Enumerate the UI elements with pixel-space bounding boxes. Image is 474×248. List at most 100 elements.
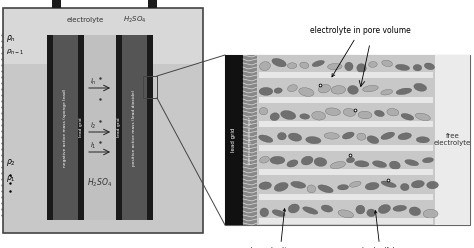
Bar xyxy=(53,35,78,220)
Ellipse shape xyxy=(260,208,269,217)
Ellipse shape xyxy=(396,88,412,95)
Ellipse shape xyxy=(349,181,361,187)
Ellipse shape xyxy=(312,61,324,67)
Ellipse shape xyxy=(287,160,298,167)
Ellipse shape xyxy=(300,114,310,119)
Ellipse shape xyxy=(274,183,288,191)
Text: dense compaction layer: dense compaction layer xyxy=(248,117,252,164)
Ellipse shape xyxy=(259,135,273,142)
Ellipse shape xyxy=(413,64,422,71)
Ellipse shape xyxy=(355,161,369,167)
Ellipse shape xyxy=(270,156,285,164)
Ellipse shape xyxy=(312,111,326,120)
Ellipse shape xyxy=(423,209,438,218)
Ellipse shape xyxy=(401,114,414,120)
Text: positive active mass (lead dioxide): positive active mass (lead dioxide) xyxy=(133,89,137,166)
Ellipse shape xyxy=(381,90,392,95)
Bar xyxy=(259,218,433,224)
Ellipse shape xyxy=(393,205,407,211)
Ellipse shape xyxy=(401,184,409,191)
Bar xyxy=(84,35,116,220)
Ellipse shape xyxy=(301,156,313,165)
Ellipse shape xyxy=(272,58,286,67)
Ellipse shape xyxy=(427,181,438,189)
Text: $i_n$: $i_n$ xyxy=(90,77,97,87)
Ellipse shape xyxy=(347,86,358,94)
Ellipse shape xyxy=(342,132,354,139)
Text: electrolyte: electrolyte xyxy=(66,17,104,23)
Ellipse shape xyxy=(367,136,379,144)
Text: lead grid: lead grid xyxy=(117,118,121,137)
Bar xyxy=(47,35,53,220)
Ellipse shape xyxy=(422,157,434,163)
Ellipse shape xyxy=(356,205,365,214)
Ellipse shape xyxy=(299,88,314,96)
Ellipse shape xyxy=(319,84,330,93)
Bar xyxy=(259,96,433,102)
Ellipse shape xyxy=(414,83,427,91)
Ellipse shape xyxy=(374,110,384,117)
Ellipse shape xyxy=(381,132,395,140)
Bar xyxy=(259,169,433,175)
Ellipse shape xyxy=(330,161,346,169)
Ellipse shape xyxy=(260,62,270,71)
Ellipse shape xyxy=(303,207,318,214)
Ellipse shape xyxy=(272,210,285,217)
Ellipse shape xyxy=(321,205,333,212)
Ellipse shape xyxy=(274,88,282,93)
Text: $\rho_2$: $\rho_2$ xyxy=(6,157,16,168)
Text: $i_2$: $i_2$ xyxy=(90,121,97,131)
Text: lead sulfate: lead sulfate xyxy=(362,211,399,248)
Ellipse shape xyxy=(415,113,430,121)
Ellipse shape xyxy=(287,63,297,68)
Ellipse shape xyxy=(270,113,279,121)
Ellipse shape xyxy=(325,108,340,116)
Ellipse shape xyxy=(288,85,297,92)
Ellipse shape xyxy=(277,132,286,140)
Bar xyxy=(259,145,433,151)
Ellipse shape xyxy=(357,133,366,140)
Bar xyxy=(143,76,157,98)
Ellipse shape xyxy=(346,157,355,163)
Ellipse shape xyxy=(328,63,342,70)
Ellipse shape xyxy=(343,108,356,116)
Ellipse shape xyxy=(378,205,391,214)
Ellipse shape xyxy=(288,204,300,213)
Text: electrolyte in pore volume: electrolyte in pore volume xyxy=(310,26,410,77)
Ellipse shape xyxy=(381,181,396,187)
Ellipse shape xyxy=(314,157,327,166)
Ellipse shape xyxy=(337,185,348,190)
Ellipse shape xyxy=(411,181,424,188)
Ellipse shape xyxy=(318,185,333,193)
Bar xyxy=(225,55,243,225)
Bar xyxy=(225,55,470,225)
Ellipse shape xyxy=(363,85,378,92)
Ellipse shape xyxy=(306,137,321,144)
Bar xyxy=(259,121,433,127)
Text: $\rho_{n-1}$: $\rho_{n-1}$ xyxy=(6,47,24,57)
Text: negative active mass (sponge lead): negative active mass (sponge lead) xyxy=(64,88,67,167)
Bar xyxy=(257,55,435,225)
Ellipse shape xyxy=(409,207,420,216)
Text: charged active mass
(lead dioxide): charged active mass (lead dioxide) xyxy=(247,209,313,248)
Ellipse shape xyxy=(288,133,302,141)
Bar xyxy=(259,72,433,78)
Bar xyxy=(148,0,157,8)
Bar xyxy=(3,8,203,233)
Ellipse shape xyxy=(291,181,306,188)
Ellipse shape xyxy=(387,109,399,116)
Ellipse shape xyxy=(398,133,411,140)
Ellipse shape xyxy=(259,87,273,95)
Ellipse shape xyxy=(338,210,354,218)
Bar xyxy=(52,0,61,8)
Bar xyxy=(78,35,84,220)
Text: lead grid: lead grid xyxy=(79,118,83,137)
Bar xyxy=(122,35,147,220)
Ellipse shape xyxy=(358,111,372,119)
Bar xyxy=(243,55,257,225)
Text: $i_1$: $i_1$ xyxy=(90,141,97,151)
Ellipse shape xyxy=(416,137,429,143)
Ellipse shape xyxy=(395,64,410,70)
Text: $\rho_1$: $\rho_1$ xyxy=(6,173,16,184)
Bar xyxy=(435,55,470,225)
